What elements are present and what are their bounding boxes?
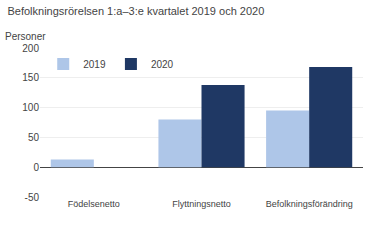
svg-text:0: 0 xyxy=(33,162,39,173)
svg-text:100: 100 xyxy=(22,102,39,113)
svg-text:150: 150 xyxy=(22,72,39,83)
svg-text:2020: 2020 xyxy=(151,59,174,70)
svg-text:Befolkningsförändring: Befolkningsförändring xyxy=(266,199,353,209)
svg-text:-50: -50 xyxy=(25,192,40,203)
svg-text:Flyttningsnetto: Flyttningsnetto xyxy=(172,199,231,209)
svg-text:200: 200 xyxy=(22,43,39,54)
svg-text:Födelsenetto: Födelsenetto xyxy=(68,199,120,209)
svg-text:Befolkningsrörelsen 1:a–3:e kv: Befolkningsrörelsen 1:a–3:e kvartalet 20… xyxy=(7,5,264,17)
svg-text:50: 50 xyxy=(28,132,40,143)
svg-text:2019: 2019 xyxy=(83,59,106,70)
svg-text:Personer: Personer xyxy=(5,31,46,42)
